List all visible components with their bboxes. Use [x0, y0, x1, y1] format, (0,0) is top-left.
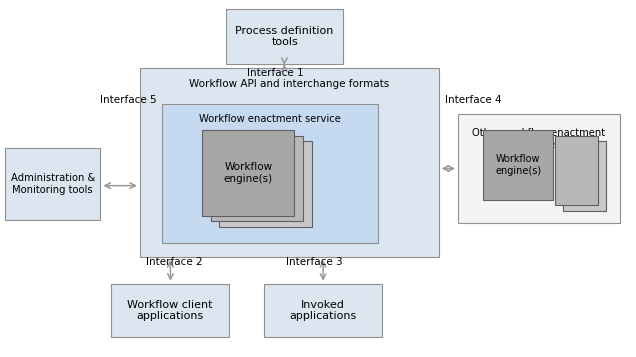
Bar	[563, 141, 606, 211]
Bar	[211, 136, 303, 221]
Text: Administration &
Monitoring tools: Administration & Monitoring tools	[11, 173, 95, 195]
Text: Workflow enactment service: Workflow enactment service	[199, 114, 342, 124]
Bar	[219, 141, 312, 227]
Text: Workflow
engine(s): Workflow engine(s)	[495, 154, 541, 176]
Bar	[111, 284, 229, 337]
Bar	[483, 130, 553, 200]
Text: Other workflow enactment
service(s): Other workflow enactment service(s)	[473, 128, 605, 150]
Bar	[226, 9, 343, 64]
Bar	[162, 104, 378, 243]
Bar	[264, 284, 382, 337]
Bar	[5, 148, 100, 220]
Text: Process definition
tools: Process definition tools	[235, 26, 334, 47]
Text: Invoked
applications: Invoked applications	[289, 300, 356, 321]
Text: Interface 5: Interface 5	[100, 95, 157, 105]
Text: Workflow
engine(s): Workflow engine(s)	[224, 162, 273, 184]
Text: Interface 4: Interface 4	[445, 95, 502, 105]
Bar	[140, 68, 439, 257]
Text: Workflow client
applications: Workflow client applications	[127, 300, 213, 321]
Text: Workflow API and interchange formats: Workflow API and interchange formats	[190, 79, 389, 89]
Text: Interface 1: Interface 1	[247, 68, 303, 78]
Bar	[458, 114, 620, 223]
Text: Interface 2: Interface 2	[146, 257, 203, 267]
Text: Interface 3: Interface 3	[286, 257, 343, 267]
Bar	[555, 136, 598, 205]
Bar	[202, 130, 294, 216]
